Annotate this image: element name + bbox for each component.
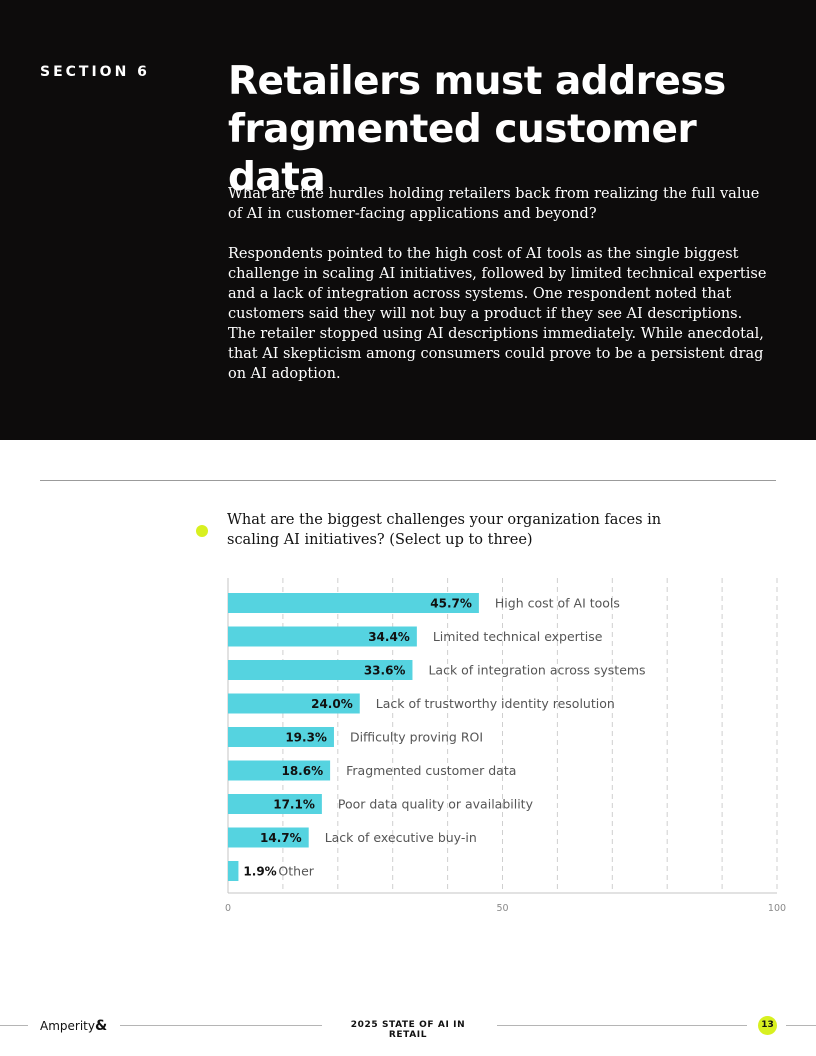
bar-value-label: 24.0% [311,697,353,711]
bar [228,660,413,680]
bar-category-label: Difficulty proving ROI [350,730,483,745]
bar-category-label: Other [278,864,314,879]
bar-value-label: 17.1% [273,798,315,812]
bar-category-label: High cost of AI tools [495,596,620,611]
bar-value-label: 1.9% [243,865,276,879]
footer-rule-middle-right [497,1025,747,1026]
bar [228,760,331,781]
brand-logo: Amperity& [40,1018,107,1034]
brand-mark: & [94,1018,108,1034]
page-number: 13 [758,1016,777,1035]
x-tick-label: 0 [225,903,231,914]
bar [228,693,360,714]
section-divider [40,480,776,481]
bar-category-label: Lack of trustworthy identity resolution [376,696,615,711]
section-label: SECTION 6 [40,64,150,80]
bar-category-label: Lack of executive buy-in [325,830,477,845]
bar-value-label: 18.6% [281,764,323,778]
survey-question: What are the biggest challenges your org… [227,512,662,548]
bar-category-label: Poor data quality or availability [338,797,534,812]
footer-rule-left [0,1025,28,1026]
bar-value-label: 14.7% [260,831,302,845]
bar [228,626,417,647]
body-paragraph: Respondents pointed to the high cost of … [228,246,767,382]
x-tick-label: 100 [768,903,786,914]
bar-category-label: Limited technical expertise [433,629,603,644]
x-tick-label: 50 [496,903,508,914]
bar-value-label: 34.4% [368,630,410,644]
bar-value-label: 45.7% [430,597,472,611]
report-title: 2025 STATE OF AI IN RETAIL [350,1020,466,1040]
bar [228,794,322,814]
footer-rule-right [786,1025,816,1026]
bar [228,593,479,613]
intro-paragraph: What are the hurdles holding retailers b… [228,186,760,222]
hero-section: SECTION 6 Retailers must address fragmen… [0,0,816,440]
footer-rule-middle-left [120,1025,322,1026]
brand-name: Amperity [40,1019,95,1033]
bar-category-label: Fragmented customer data [346,763,516,778]
bar [228,827,309,848]
bar [228,861,239,881]
bar-value-label: 33.6% [364,664,406,678]
bar-category-label: Lack of integration across systems [428,663,645,678]
challenges-bar-chart: 45.7% High cost of AI tools 34.4% Limited t… [225,578,786,914]
page-title: Retailers must address fragmented custom… [228,59,726,200]
bar [228,727,334,747]
bar-value-label: 19.3% [285,731,327,745]
question-bullet-icon [196,525,208,537]
